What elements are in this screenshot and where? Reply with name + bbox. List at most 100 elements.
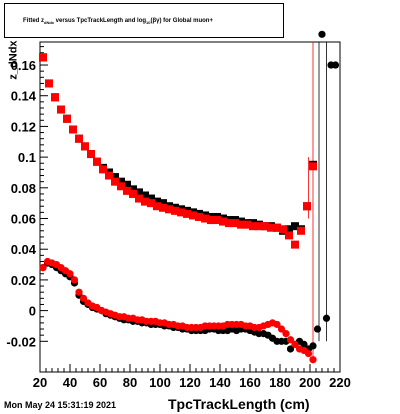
data-point (243, 220, 251, 229)
data-point (111, 177, 119, 186)
data-point (147, 199, 155, 208)
data-point (147, 194, 155, 203)
data-point (79, 294, 88, 302)
x-tick-label: 220 (329, 375, 351, 390)
x-tick-label: 20 (33, 375, 47, 390)
data-point (313, 325, 322, 333)
data-point (309, 342, 317, 350)
data-point (75, 288, 83, 296)
x-tick-label: 80 (123, 375, 137, 390)
data-point (153, 202, 161, 211)
data-point (285, 225, 293, 234)
data-point (300, 340, 308, 348)
data-point (291, 340, 299, 348)
data-point (141, 197, 149, 206)
data-point (225, 219, 233, 228)
data-point (219, 217, 227, 226)
data-point (273, 223, 281, 232)
data-point (57, 105, 65, 114)
data-point (129, 185, 137, 194)
data-point (286, 345, 295, 353)
data-point (69, 125, 77, 134)
y-tick-label: 0.14 (11, 89, 37, 104)
data-point (153, 197, 161, 206)
chart-title: Fitted zdNdx versus TpcTrackLength and l… (23, 18, 213, 26)
data-point (99, 165, 107, 174)
data-point (183, 209, 191, 218)
data-point (105, 171, 113, 180)
data-point (123, 186, 131, 195)
data-points (39, 30, 340, 364)
data-point (267, 223, 275, 232)
data-point (277, 325, 286, 333)
y-axis-label: z_dNdx (7, 40, 20, 80)
x-tick-label: 180 (269, 375, 291, 390)
data-point (331, 61, 340, 69)
data-point (273, 320, 281, 329)
data-point (39, 264, 47, 272)
y-tick-label: 0.06 (11, 212, 36, 227)
data-point (189, 211, 197, 220)
data-point (286, 336, 295, 344)
y-tick-label: 0.08 (11, 181, 36, 196)
x-tick-label: 100 (149, 375, 171, 390)
data-point (261, 222, 269, 231)
y-tick-label: 0.04 (11, 242, 37, 257)
data-point (207, 216, 215, 225)
data-point (297, 226, 305, 235)
tick-labels: 20 40 60 80 100 120 140 160 180 200 220 -0.02 0 0.02 0… (6, 58, 350, 390)
y-tick-label: 0.1 (18, 150, 36, 165)
data-point (213, 216, 221, 225)
data-point (135, 188, 143, 197)
data-point (117, 182, 125, 191)
data-point (81, 142, 89, 151)
data-point (309, 356, 317, 364)
data-point (304, 349, 313, 358)
data-point (279, 225, 287, 234)
x-tick-label: 60 (93, 375, 107, 390)
data-point (291, 222, 299, 231)
data-point (51, 93, 59, 102)
x-tick-label: 40 (63, 375, 77, 390)
data-point (195, 212, 203, 221)
data-point (177, 208, 185, 217)
data-point (93, 157, 101, 166)
data-point (63, 114, 71, 123)
y-tick-label: -0.02 (6, 334, 36, 349)
y-tick-label: 0 (29, 304, 36, 319)
x-axis-label: TpcTrackLength (cm) (168, 396, 310, 412)
data-point (318, 30, 326, 38)
data-point (141, 191, 149, 200)
data-point (129, 189, 137, 198)
timestamp: Mon May 24 15:31:19 2021 (4, 400, 117, 410)
x-tick-label: 140 (209, 375, 231, 390)
data-point (165, 205, 173, 214)
y-tick-label: 0.16 (11, 58, 36, 73)
data-point (66, 270, 74, 278)
x-tick-label: 120 (179, 375, 201, 390)
y-tick-label: 0.12 (11, 119, 36, 134)
data-point (75, 134, 83, 143)
data-point (201, 214, 209, 223)
data-point (309, 162, 317, 171)
data-point (303, 202, 311, 211)
data-point (45, 79, 53, 88)
data-point (322, 314, 331, 322)
data-point (249, 222, 257, 231)
data-point (285, 231, 293, 240)
data-point (39, 53, 47, 62)
data-point (135, 194, 143, 203)
data-point (255, 222, 263, 231)
x-tick-label: 160 (239, 375, 261, 390)
data-point (123, 180, 131, 189)
data-point (291, 240, 299, 249)
data-point (70, 276, 79, 284)
x-tick-label: 200 (299, 375, 321, 390)
data-point (117, 177, 125, 186)
data-point (231, 219, 239, 228)
y-tick-label: 0.02 (11, 273, 36, 288)
data-point (282, 330, 290, 338)
data-point (159, 199, 167, 208)
